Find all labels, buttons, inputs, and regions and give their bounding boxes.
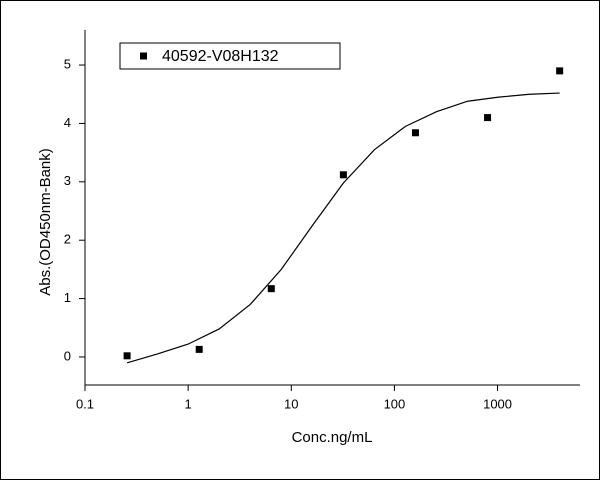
y-tick-label: 5: [64, 56, 71, 71]
x-tick-label: 100: [384, 396, 406, 411]
point: [195, 345, 203, 353]
y-tick-label: 1: [64, 290, 71, 305]
point: [267, 285, 275, 293]
legend-marker: [140, 52, 147, 60]
point: [484, 114, 492, 122]
x-tick-label: 1: [185, 396, 192, 411]
fit-curve: [126, 92, 560, 364]
y-tick-label: 4: [64, 115, 71, 130]
x-axis-label: Conc.ng/mL: [292, 429, 373, 446]
legend-box: [119, 42, 341, 70]
legend-label: 40592-V08H132: [162, 48, 279, 65]
x-tick-label: 0.1: [76, 396, 94, 411]
y-tick-label: 0: [64, 348, 71, 363]
point: [339, 171, 347, 179]
x-tick-label: 1000: [483, 396, 512, 411]
y-tick-label: 3: [64, 173, 71, 188]
y-tick-label: 2: [64, 232, 71, 247]
y-axis-label: Abs.(OD450nm-Bank): [37, 148, 54, 296]
point: [411, 129, 419, 137]
x-tick-label: 10: [284, 396, 298, 411]
point: [123, 352, 131, 360]
point: [556, 67, 564, 75]
